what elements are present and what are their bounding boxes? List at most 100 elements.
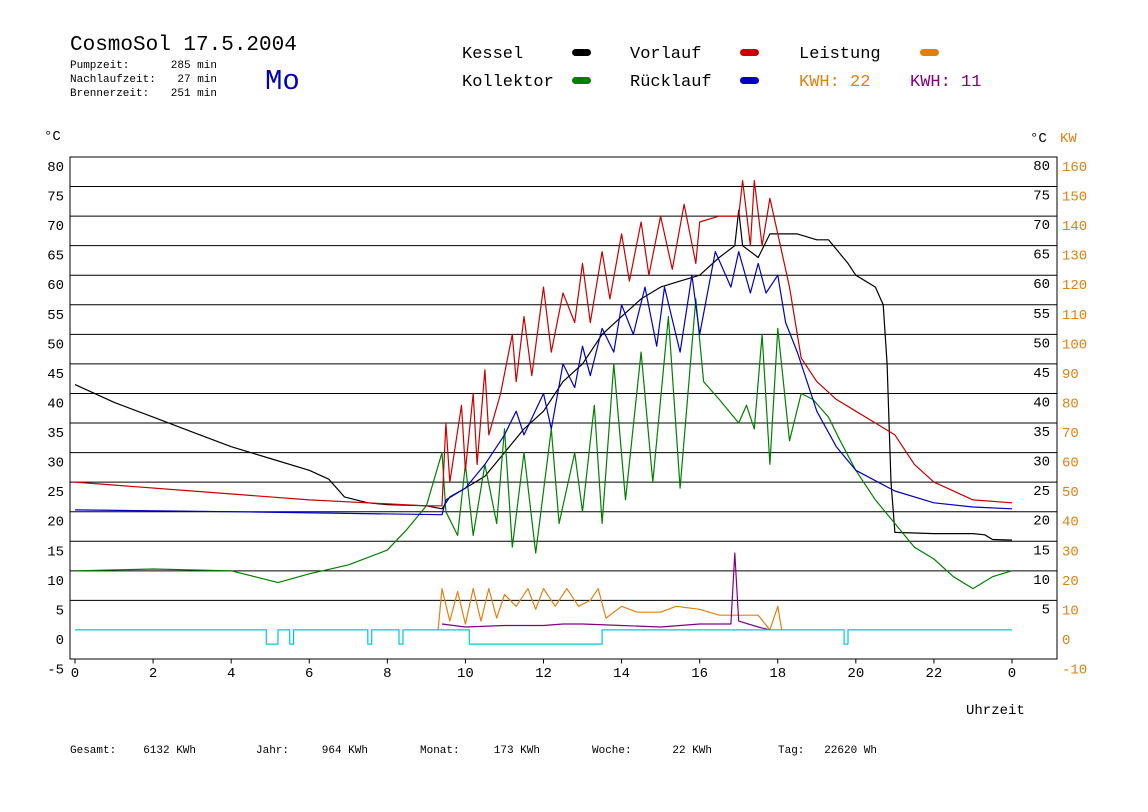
y2-tick-label: 50 (1062, 485, 1079, 501)
footer-label: Tag: (778, 745, 804, 757)
footer-value: 22 KWh (672, 745, 712, 757)
y2-tick-label: 30 (1062, 544, 1079, 560)
y-tick-label-right: 40 (1033, 395, 1050, 411)
day-label: Mo (265, 65, 300, 98)
y-tick-label-right: 15 (1033, 543, 1050, 559)
y-tick-label: 30 (47, 456, 64, 472)
y-tick-label: 65 (47, 249, 64, 265)
y-tick-label: 20 (47, 515, 64, 531)
x-tick-label: 6 (305, 666, 313, 682)
y-tick-label-right: 55 (1033, 307, 1050, 323)
y-tick-label-right: 20 (1033, 514, 1050, 530)
footer-label: Jahr: (256, 745, 289, 757)
y-tick-label: 50 (47, 337, 64, 353)
footer-value: 964 KWh (322, 745, 368, 757)
y2-tick-label: -10 (1062, 663, 1087, 679)
info-label: Nachlaufzeit: (70, 74, 156, 86)
y2-tick-label: 40 (1062, 515, 1079, 531)
legend-marker (920, 49, 939, 56)
kwh-label: KWH: 11 (910, 73, 981, 92)
y-tick-label-right: 35 (1033, 425, 1050, 441)
y-tick-label: 70 (47, 219, 64, 235)
y-axis-label-right: °C (1030, 131, 1047, 147)
info-value: 251 min (171, 88, 217, 100)
y-tick-label: 15 (47, 544, 64, 560)
x-tick-label: 20 (847, 666, 864, 682)
y2-axis-label: KW (1060, 131, 1077, 147)
footer-value: 22620 Wh (824, 745, 877, 757)
y-tick-label-right: 65 (1033, 248, 1050, 264)
y2-tick-label: 0 (1062, 633, 1070, 649)
info-value: 27 min (177, 74, 217, 86)
y-axis-label: °C (44, 129, 61, 145)
legend-label: Vorlauf (630, 45, 701, 64)
x-tick-label: 12 (535, 666, 552, 682)
x-tick-label: 10 (457, 666, 474, 682)
y-tick-label-right: 5 (1042, 602, 1050, 618)
y-tick-label-right: 60 (1033, 277, 1050, 293)
chart-title: CosmoSol 17.5.2004 (70, 34, 297, 57)
y-tick-label: 10 (47, 574, 64, 590)
legend-marker (572, 77, 591, 84)
series-line (74, 209, 1013, 541)
y2-tick-label: 10 (1062, 603, 1079, 619)
legend-label: Kessel (462, 45, 523, 64)
x-tick-label: 16 (691, 666, 708, 682)
y2-tick-label: 80 (1062, 396, 1079, 412)
y2-tick-label: 90 (1062, 367, 1079, 383)
y-tick-label-right: 30 (1033, 455, 1050, 471)
legend-label: Kollektor (462, 73, 554, 92)
kwh-label: KWH: 22 (799, 73, 870, 92)
x-tick-label: 4 (227, 666, 235, 682)
series-line (75, 629, 1012, 645)
legend-marker (740, 77, 759, 84)
y2-tick-label: 20 (1062, 574, 1079, 590)
footer-label: Monat: (420, 745, 460, 757)
legend-label: Leistung (799, 45, 881, 64)
x-tick-label: 22 (926, 666, 943, 682)
y-tick-label: 35 (47, 426, 64, 442)
y-tick-label: 40 (47, 396, 64, 412)
info-label: Pumpzeit: (70, 60, 129, 72)
y2-tick-label: 120 (1062, 278, 1087, 294)
legend-label: Rücklauf (630, 73, 712, 92)
y-tick-label: -5 (47, 663, 64, 679)
x-tick-label: 2 (149, 666, 157, 682)
y2-tick-label: 160 (1062, 160, 1087, 176)
y-tick-label-right: 70 (1033, 218, 1050, 234)
y-tick-label: 0 (56, 633, 64, 649)
series-line (441, 552, 771, 631)
x-axis-label: Uhrzeit (966, 703, 1025, 719)
y-tick-label-right: 25 (1033, 484, 1050, 500)
y-tick-label: 55 (47, 308, 64, 324)
footer-value: 6132 KWh (143, 745, 196, 757)
y-tick-label: 60 (47, 278, 64, 294)
series-line (74, 251, 1013, 516)
y2-tick-label: 60 (1062, 456, 1079, 472)
series-line (74, 180, 1013, 507)
y-tick-label-right: 50 (1033, 336, 1050, 352)
x-tick-label: 0 (1008, 666, 1016, 682)
y-tick-label: 80 (47, 160, 64, 176)
y2-tick-label: 100 (1062, 337, 1087, 353)
y-tick-label: 45 (47, 367, 64, 383)
y2-tick-label: 70 (1062, 426, 1079, 442)
legend-marker (572, 49, 591, 56)
footer-value: 173 KWh (494, 745, 540, 757)
y-tick-label: 75 (47, 190, 64, 206)
series-line (437, 588, 783, 631)
y2-tick-label: 140 (1062, 219, 1087, 235)
x-tick-label: 8 (383, 666, 391, 682)
info-label: Brennerzeit: (70, 88, 149, 100)
y-tick-label: 5 (56, 603, 64, 619)
legend-marker (740, 49, 759, 56)
footer-label: Woche: (592, 745, 632, 757)
y2-tick-label: 130 (1062, 249, 1087, 265)
series-line (74, 298, 1013, 590)
y2-tick-label: 150 (1062, 190, 1087, 206)
footer-label: Gesamt: (70, 745, 116, 757)
y-tick-label-right: 75 (1033, 189, 1050, 205)
x-tick-label: 18 (769, 666, 786, 682)
plot-frame (69, 156, 1058, 660)
